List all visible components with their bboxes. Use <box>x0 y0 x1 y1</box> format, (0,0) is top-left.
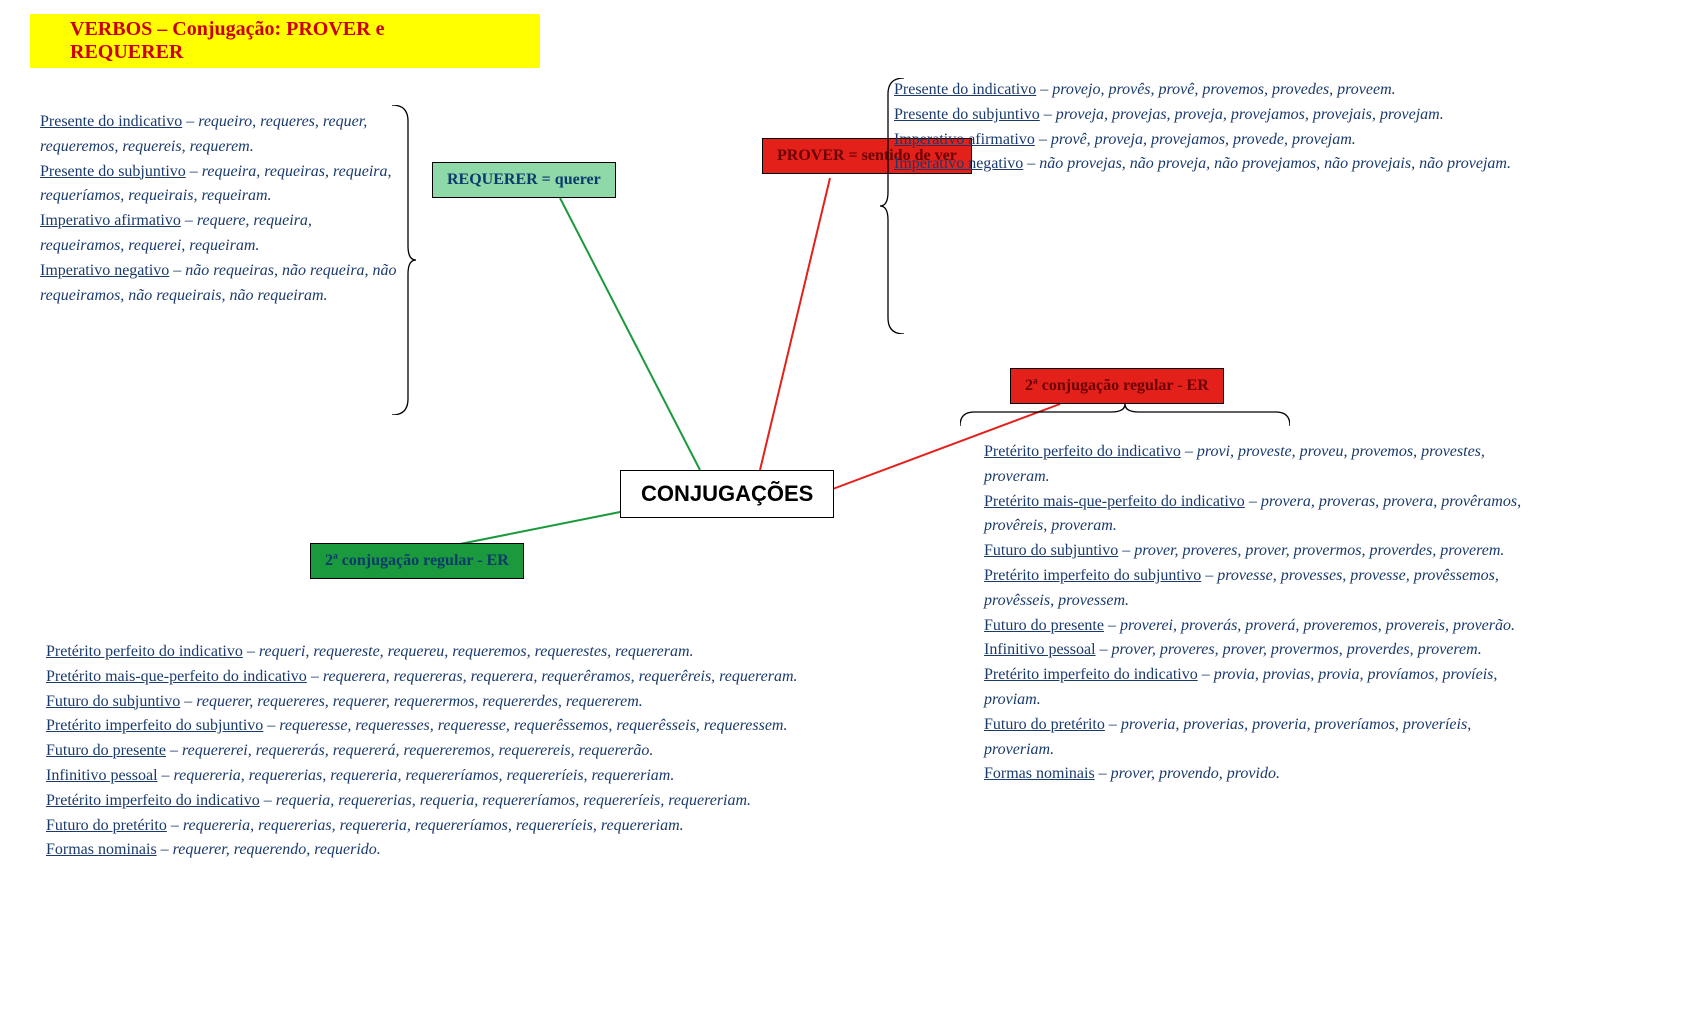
block-prover-regular: Pretérito perfeito do indicativo – provi… <box>984 440 1544 787</box>
node-center-conjugacoes: CONJUGAÇÕES <box>620 470 834 518</box>
page-title: VERBOS – Conjugação: PROVER e REQUERER <box>30 14 540 68</box>
node-conj-er-left: 2ª conjugação regular - ER <box>310 543 524 579</box>
block-prover-irregular: Presente do indicativo – provejo, provês… <box>894 78 1654 177</box>
node-requerer: REQUERER = querer <box>432 162 616 198</box>
node-conj-er-right: 2ª conjugação regular - ER <box>1010 368 1224 404</box>
block-requerer-regular: Pretérito perfeito do indicativo – reque… <box>46 640 926 863</box>
brace-right-mid-icon <box>960 404 1290 430</box>
block-requerer-irregular: Presente do indicativo – requeiro, reque… <box>40 110 400 308</box>
